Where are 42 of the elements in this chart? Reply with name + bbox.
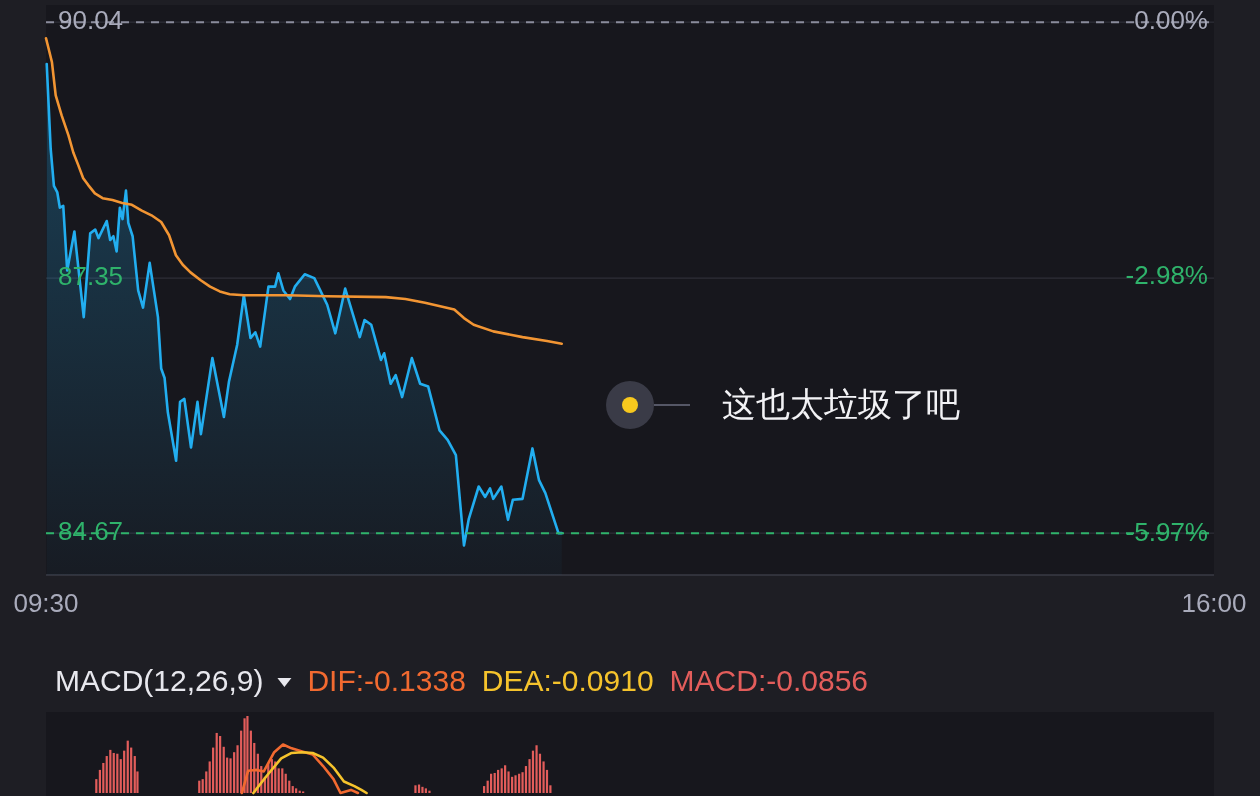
text: DEA:-0.0910 <box>481 663 654 697</box>
bar <box>277 768 280 793</box>
bar <box>126 740 129 793</box>
bar <box>205 771 208 793</box>
bar <box>291 786 294 793</box>
bar <box>133 756 136 793</box>
bar <box>219 736 222 793</box>
bar <box>518 773 521 793</box>
y-tick-label: 84.67 <box>58 516 124 547</box>
bar <box>535 745 538 793</box>
bar <box>421 786 424 793</box>
bar <box>284 773 287 793</box>
chart-title: MACD(12,26,9) <box>55 663 264 697</box>
line-series <box>44 37 564 346</box>
bar <box>95 779 98 793</box>
y2-tick-label: -2.98% <box>1125 260 1208 291</box>
bar <box>222 746 225 793</box>
bar <box>493 772 496 793</box>
bar <box>102 762 105 793</box>
bar <box>281 768 284 793</box>
y-tick-label: 90.04 <box>58 5 124 35</box>
bar <box>246 716 249 793</box>
x-tick-label: 16:00 <box>1181 587 1247 618</box>
text: MACD:-0.0856 <box>669 663 869 697</box>
bar <box>490 773 493 793</box>
bar <box>424 788 427 793</box>
bar <box>116 753 119 793</box>
bar <box>500 768 503 793</box>
annotation: 这也太垃圾了吧 <box>722 384 960 423</box>
bar <box>109 749 112 793</box>
bar <box>428 790 431 793</box>
bar <box>215 732 218 793</box>
series-label: DIF:-0.1338 <box>307 663 466 697</box>
bar <box>212 747 215 793</box>
bar <box>112 752 115 793</box>
bar <box>504 765 507 793</box>
bar <box>414 785 417 793</box>
bar <box>482 786 486 793</box>
x-tick-label: 09:30 <box>13 587 79 618</box>
y2-tick-label: 0.00% <box>1134 5 1208 36</box>
bar <box>497 769 500 793</box>
bar <box>123 750 126 793</box>
